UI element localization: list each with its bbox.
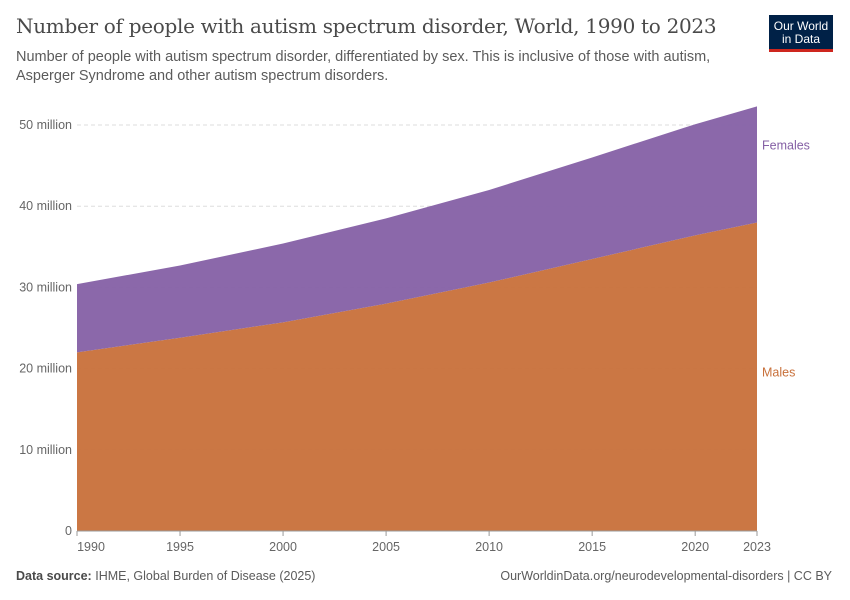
- x-tick-label: 1990: [77, 540, 105, 554]
- y-tick-label: 50 million: [19, 118, 72, 132]
- y-tick-label: 10 million: [19, 443, 72, 457]
- chart-subtitle: Number of people with autism spectrum di…: [16, 49, 711, 84]
- data-source: Data source: IHME, Global Burden of Dise…: [16, 569, 315, 583]
- x-tick-label: 2023: [743, 540, 771, 554]
- chart-title: Number of people with autism spectrum di…: [16, 14, 717, 38]
- y-tick-label: 20 million: [19, 362, 72, 376]
- x-tick-label: 1995: [166, 540, 194, 554]
- source-text[interactable]: IHME, Global Burden of Disease (2025): [95, 569, 316, 583]
- owid-logo[interactable]: Our World in Data: [769, 15, 833, 52]
- logo-line2: in Data: [781, 32, 821, 46]
- x-tick-label: 2005: [372, 540, 400, 554]
- logo-line1: Our World: [773, 19, 829, 33]
- y-tick-label: 30 million: [19, 280, 72, 294]
- x-tick-label: 2010: [475, 540, 503, 554]
- y-tick-label: 40 million: [19, 199, 72, 213]
- footer-url[interactable]: OurWorldinData.org/neurodevelopmental-di…: [500, 569, 832, 583]
- source-label: Data source:: [16, 569, 92, 583]
- x-tick-label: 2015: [578, 540, 606, 554]
- legend-label-males: Males: [762, 366, 795, 380]
- legend-label-females: Females: [762, 138, 810, 152]
- x-tick-label: 2020: [681, 540, 709, 554]
- x-tick-label: 2000: [269, 540, 297, 554]
- area-females[interactable]: [77, 106, 757, 353]
- y-tick-label: 0: [65, 524, 72, 538]
- area-males[interactable]: [77, 222, 757, 531]
